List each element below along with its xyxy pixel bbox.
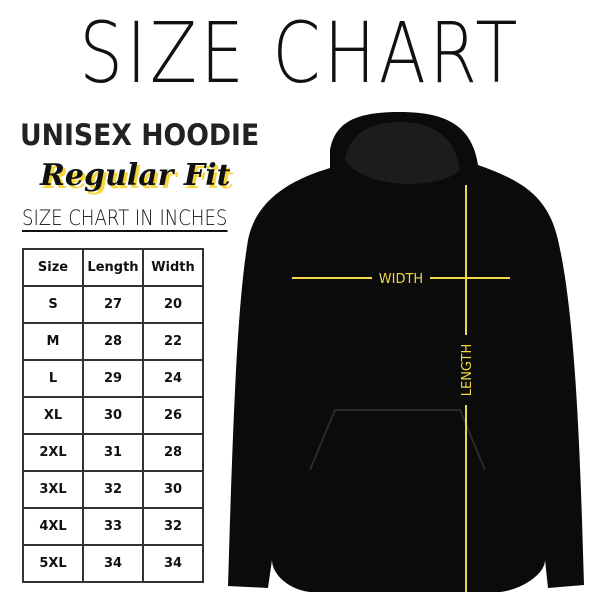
cell: 4XL [22,507,84,546]
cell: L [22,359,84,398]
cell: 5XL [22,544,84,583]
size-row: M 28 22 [22,322,204,361]
cell: XL [22,396,84,435]
width-label-bg [372,268,430,288]
cell: 20 [142,285,204,324]
cell: 34 [142,544,204,583]
title: SIZE CHART [79,4,521,102]
cell: 30 [142,470,204,509]
header-cell: Length [82,248,144,287]
cell: 3XL [22,470,84,509]
header-cell: Width [142,248,204,287]
unit-note: SIZE CHART IN INCHES [22,206,228,232]
cell: 30 [82,396,144,435]
cell: 29 [82,359,144,398]
pocket [309,409,486,471]
size-row: S 27 20 [22,285,204,324]
hoodie [228,112,584,592]
size-row: XL 30 26 [22,396,204,435]
size-table: Size Length Width S 27 20 M 28 22 L 29 24 XL 30 26 2XL 3… [22,248,204,583]
cell: 32 [82,470,144,509]
cell: 28 [142,433,204,472]
cell: 34 [82,544,144,583]
cell: M [22,322,84,361]
size-row: 4XL 33 32 [22,507,204,546]
cell: 24 [142,359,204,398]
cell: 31 [82,433,144,472]
hood-shade [345,122,460,184]
cell: S [22,285,84,324]
header-cell: Size [22,248,84,287]
size-row: 3XL 32 30 [22,470,204,509]
cell: 28 [82,322,144,361]
header-row: Size Length Width [22,248,204,287]
cell: 2XL [22,433,84,472]
size-row: 2XL 31 28 [22,433,204,472]
cell: 32 [142,507,204,546]
cell: 33 [82,507,144,546]
size-row: 5XL 34 34 [22,544,204,583]
cell: 22 [142,322,204,361]
cell: 26 [142,396,204,435]
width-label: WIDTH [379,272,423,287]
length-label-bg [456,335,476,405]
length-label: LENGTH [460,344,475,397]
size-row: L 29 24 [22,359,204,398]
fit-label: Regular Fit [40,158,231,193]
product-name: UNISEX HOODIE [20,118,260,152]
cell: 27 [82,285,144,324]
